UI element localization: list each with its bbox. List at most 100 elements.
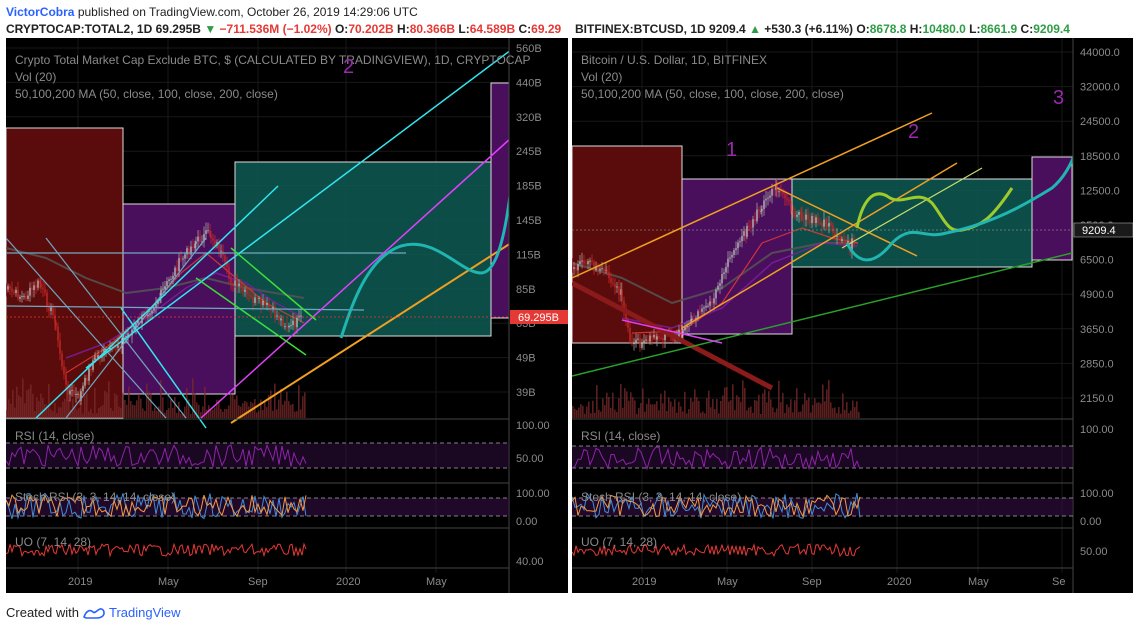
y-axis-tick: 115B <box>516 249 541 261</box>
volume-bar <box>110 408 112 418</box>
candle-body <box>599 268 601 271</box>
volume-bar <box>856 401 858 418</box>
volume-bar <box>734 409 736 418</box>
candle-body <box>82 385 84 392</box>
candle-body <box>841 239 843 241</box>
volume-bar <box>282 404 284 418</box>
volume-bar <box>264 401 266 418</box>
magenta-channel-line <box>200 137 512 419</box>
volume-bar <box>602 398 604 418</box>
btcusd-chart-svg[interactable]: 44000.032000.024500.018500.012500.09500.… <box>572 38 1133 593</box>
volume-bar <box>606 392 608 418</box>
volume-bar <box>796 388 798 418</box>
volume-bar <box>842 393 844 418</box>
candle-body <box>260 298 262 306</box>
volume-bar <box>770 399 772 418</box>
author-link[interactable]: VictorCobra <box>6 5 75 19</box>
tradingview-brand-link[interactable]: TradingView <box>108 605 181 620</box>
total2-chart-svg[interactable]: 560B440B320B245B185B145B115B85B63B49B39B… <box>6 38 568 593</box>
volume-bar <box>762 393 764 418</box>
volume-bar <box>818 402 820 418</box>
candle-body <box>807 214 809 220</box>
rsi-line <box>6 443 307 468</box>
candle-body <box>593 261 595 270</box>
volume-bar <box>64 398 66 418</box>
volume-bar <box>164 412 166 418</box>
candle-body <box>701 308 703 312</box>
volume-bar <box>290 404 292 418</box>
volume-bar <box>832 408 834 418</box>
candle-body <box>583 260 585 264</box>
candle-body <box>115 347 117 349</box>
volume-bar <box>620 383 622 418</box>
volume-bar <box>648 398 650 418</box>
candle-body <box>769 195 771 198</box>
candle-body <box>697 311 699 318</box>
right-symbol[interactable]: BITFINEX:BTCUSD, 1D <box>575 22 706 36</box>
uo-legend: UO (7, 14, 28) <box>15 535 91 549</box>
candle-body <box>733 250 735 255</box>
left-symbol[interactable]: CRYPTOCAP:TOTAL2, 1D <box>6 22 153 36</box>
volume-bar <box>170 399 172 418</box>
volume-bar <box>666 411 668 418</box>
tradingview-logo-icon <box>83 607 105 619</box>
volume-bar <box>786 404 788 418</box>
volume-bar <box>644 411 646 418</box>
orange-channel-line <box>572 112 933 279</box>
volume-bar <box>68 400 70 418</box>
orange-channel-line <box>681 162 958 329</box>
candle-body <box>250 295 252 297</box>
left-change: −711.536M (−1.02%) <box>219 22 332 36</box>
volume-bar <box>278 399 280 418</box>
volume-bar <box>664 390 666 418</box>
volume-bar <box>722 395 724 418</box>
candle-body <box>149 313 151 315</box>
volume-bar <box>640 403 642 418</box>
volume-bar <box>724 387 726 418</box>
uo-line <box>6 542 307 558</box>
volume-bar <box>128 386 130 418</box>
candle-body <box>790 201 792 212</box>
candle-body <box>262 300 264 306</box>
btcusd-chart-panel[interactable]: 44000.032000.024500.018500.012500.09500.… <box>572 38 1133 593</box>
candle-body <box>172 275 174 279</box>
volume-bar <box>88 411 90 418</box>
candle-body <box>125 335 127 338</box>
y-axis-tick: 44000.0 <box>1080 47 1120 59</box>
candle-body <box>292 320 294 326</box>
volume-bar <box>686 413 688 418</box>
total2-chart-panel[interactable]: 560B 440B 320B 245B 185B 145B 115B 85B 63B 49B 39B… <box>6 38 568 593</box>
candle-body <box>153 307 155 311</box>
candle-body <box>711 301 713 304</box>
volume-bar <box>300 409 302 418</box>
volume-bar <box>844 409 846 418</box>
volume-bar <box>702 411 704 418</box>
candle-body <box>616 286 618 288</box>
volume-bar <box>720 400 722 418</box>
volume-bar <box>858 411 860 418</box>
candle-body <box>773 188 775 190</box>
candle-body <box>796 214 798 217</box>
volume-bar <box>732 384 734 418</box>
candle-body <box>109 345 111 351</box>
volume-bar <box>654 404 656 418</box>
publish-line: VictorCobra published on TradingView.com… <box>6 5 418 19</box>
x-axis-tick: Se <box>1052 576 1065 588</box>
y-axis-tick: 145B <box>516 215 542 227</box>
candle-body <box>186 248 188 255</box>
candle-body <box>258 298 260 300</box>
candle-body <box>276 315 278 317</box>
volume-bar <box>684 391 686 418</box>
candle-body <box>65 374 67 385</box>
projection-path <box>339 187 513 339</box>
volume-bar <box>600 411 602 418</box>
candle-body <box>758 209 760 212</box>
volume-bar <box>132 404 134 418</box>
volume-bar <box>262 409 264 418</box>
volume-bar <box>140 398 142 418</box>
candle-body <box>54 315 56 323</box>
volume-bar <box>746 410 748 418</box>
volume-bar <box>166 410 168 418</box>
volume-bar <box>204 386 206 418</box>
candle-body <box>23 295 25 297</box>
